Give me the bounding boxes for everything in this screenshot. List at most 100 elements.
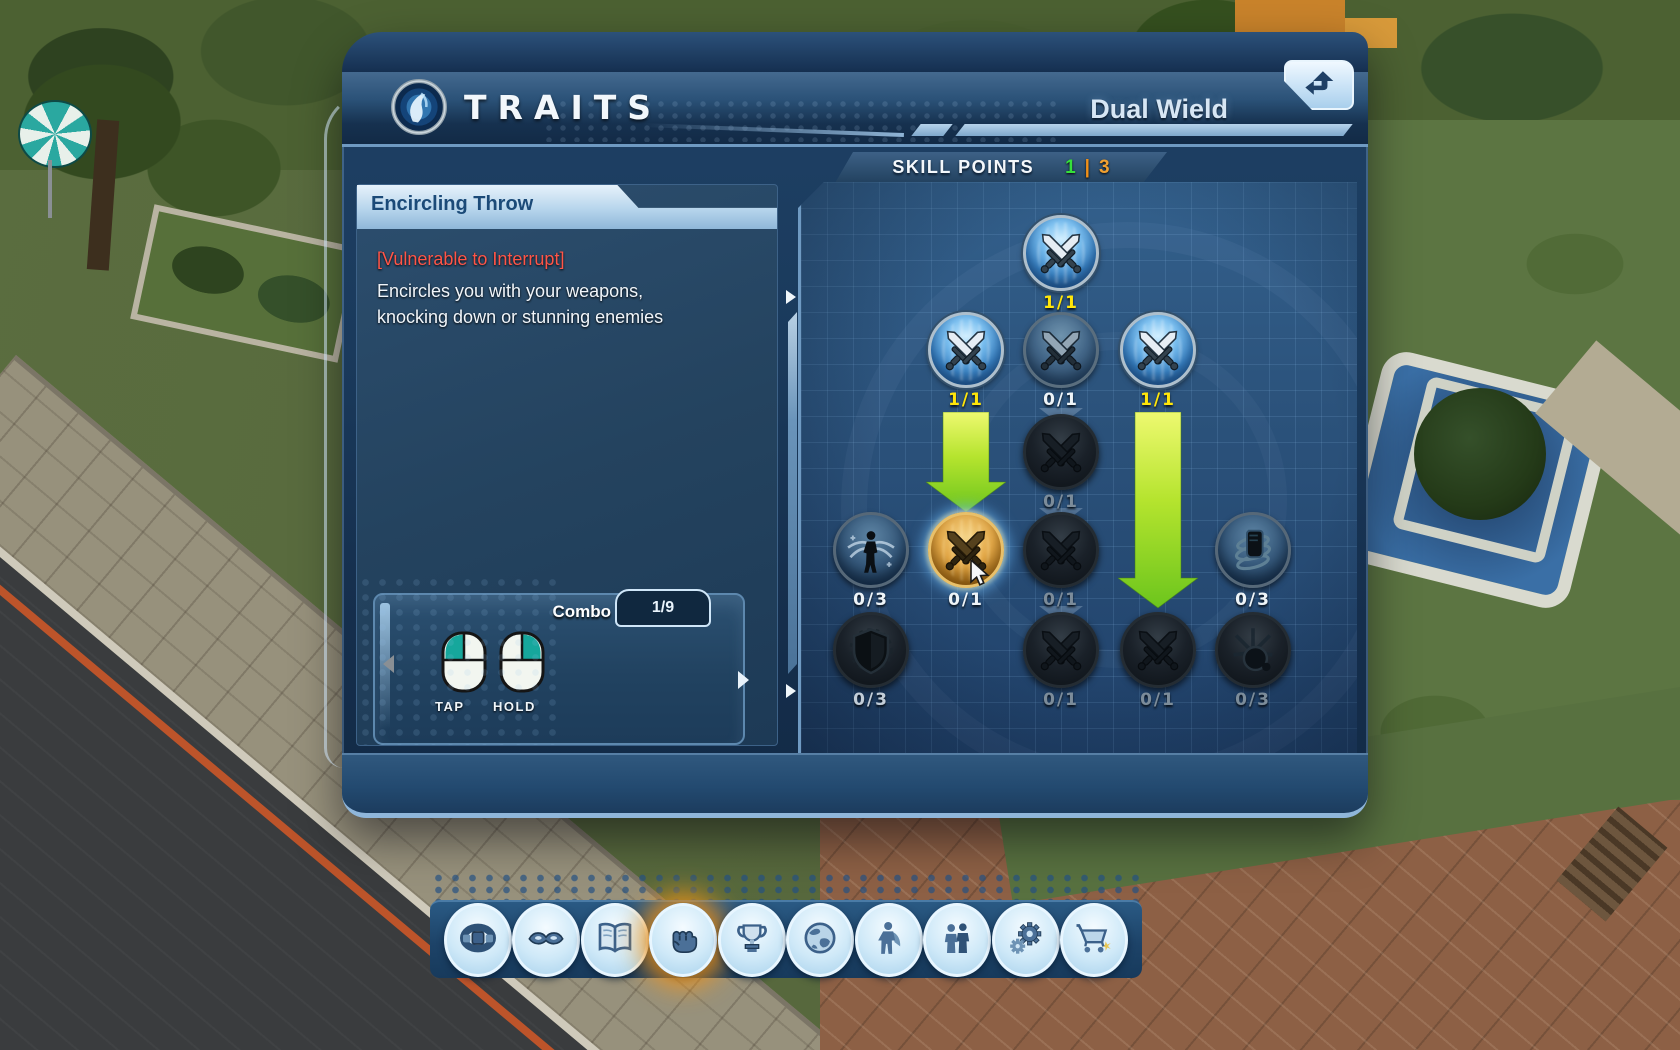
skill-node-acrobat[interactable]: 0/3 (833, 512, 909, 610)
skill-rank-label: 1/1 (948, 390, 984, 410)
taskbar-group-social[interactable] (923, 903, 992, 977)
page-title: TRAITS (464, 88, 663, 127)
skill-node-tier5-right[interactable]: 0/1 (1120, 612, 1196, 710)
taskbar-character-hero[interactable] (854, 903, 923, 977)
skill-node-tier4-mid[interactable]: 0/1 (1023, 512, 1099, 610)
book-icon (595, 918, 635, 963)
hero-figure-icon (869, 918, 909, 963)
taskbar-journal-book[interactable] (580, 903, 649, 977)
crossed-swords-icon (1120, 612, 1196, 688)
skill-node-tier2-right[interactable]: 1/1 (1120, 312, 1196, 410)
taskbar-traits-fist[interactable] (632, 886, 735, 994)
crossed-swords-icon (1023, 414, 1099, 490)
utility-belt-icon (458, 918, 498, 963)
skill-points-total: 3 (1099, 156, 1110, 178)
skill-node-shield[interactable]: 0/3 (833, 612, 909, 710)
trophy-icon (732, 918, 772, 963)
scrollbar-track[interactable] (788, 312, 797, 674)
skill-description-text: Encircles you with your weapons, knockin… (377, 281, 664, 328)
scroll-down-arrow[interactable] (786, 684, 796, 698)
skill-node-tier2-mid[interactable]: 0/1 (1023, 312, 1099, 410)
skill-rank-label: 0/1 (1043, 390, 1079, 410)
traits-emblem-icon (390, 78, 448, 136)
skill-rank-label: 0/1 (1043, 690, 1079, 710)
taskbar-map-globe[interactable] (786, 903, 855, 977)
skill-rank-label: 0/1 (1043, 590, 1079, 610)
skill-tree-panel: 1/1 1/1 0/1 (798, 182, 1357, 762)
combo-label: Combo (552, 602, 611, 621)
skill-rank-label: 0/1 (1043, 492, 1079, 512)
skill-rank-label: 0/1 (948, 590, 984, 610)
taskbar-styles-mask[interactable] (512, 903, 581, 977)
skill-rank-label: 0/3 (1235, 590, 1271, 610)
shield-icon (833, 612, 909, 688)
skill-points-bar: SKILL POINTS 1 | 3 (835, 152, 1167, 183)
skill-node-explosion[interactable]: 0/3 (1215, 612, 1291, 710)
combo-panel: Combo 1/9 (373, 589, 749, 745)
skill-points-divider: | (1084, 156, 1090, 178)
crossed-swords-icon (1023, 215, 1099, 291)
skill-description-body: [Vulnerable to Interrupt] Encircles you … (377, 249, 717, 330)
group-figures-icon (937, 918, 977, 963)
taskbar-marketplace-cart[interactable] (1059, 903, 1128, 977)
taskbar-inventory-belt[interactable] (444, 903, 512, 977)
skill-warning-text: [Vulnerable to Interrupt] (377, 249, 565, 269)
taskbar-settings-gears[interactable] (991, 903, 1060, 977)
scroll-up-arrow[interactable] (786, 290, 796, 304)
mouse-left-click-icon (441, 631, 487, 693)
skill-rank-label: 0/1 (1140, 690, 1176, 710)
skill-node-encircling-throw[interactable]: 0/1 (928, 512, 1004, 610)
skill-node-coiled-fist[interactable]: 0/3 (1215, 512, 1291, 610)
explosion-icon (1215, 612, 1291, 688)
gear-icon (1006, 918, 1046, 963)
skill-rank-label: 0/3 (853, 690, 889, 710)
skill-node-tier5-mid[interactable]: 0/1 (1023, 612, 1099, 710)
background-umbrella-pole (48, 160, 52, 218)
background-umbrella (18, 100, 92, 168)
mouse-cursor (969, 558, 991, 591)
menu-taskbar (430, 886, 1142, 994)
crossed-swords-icon (1023, 612, 1099, 688)
background-bush (1414, 388, 1546, 520)
crossed-swords-icon (1023, 512, 1099, 588)
crossed-swords-icon (928, 512, 1004, 588)
mouse-right-hold-icon (499, 631, 545, 693)
traits-panel: TRAITS Dual Wield SKILL POINTS 1 | 3 Enc… (324, 32, 1368, 818)
hold-label: HOLD (493, 699, 536, 714)
skill-detail-header: Encircling Throw (357, 185, 777, 229)
tap-label: TAP (435, 699, 465, 714)
skill-node-tier1[interactable]: 1/1 (1023, 215, 1099, 313)
skill-name: Encircling Throw (371, 193, 534, 215)
weapon-tree-title: Dual Wield (1090, 94, 1228, 124)
globe-icon (800, 918, 840, 963)
skill-rank-label: 0/3 (853, 590, 889, 610)
combo-next-arrow[interactable] (738, 671, 749, 689)
skill-rank-label: 1/1 (1140, 390, 1176, 410)
panel-footer (342, 753, 1368, 818)
crossed-swords-icon (928, 312, 1004, 388)
return-arrow-icon (1302, 70, 1336, 101)
shopping-cart-icon (1074, 918, 1114, 963)
skill-points-spent: 1 (1065, 156, 1076, 178)
fist-icon (663, 918, 703, 963)
progress-arrow-green (924, 411, 1008, 517)
progress-arrow-green (1116, 411, 1200, 613)
skill-rank-label: 1/1 (1043, 293, 1079, 313)
skill-rank-label: 0/3 (1235, 690, 1271, 710)
background-planter-left (130, 204, 362, 363)
acrobat-figure-icon (833, 512, 909, 588)
combo-prev-arrow[interactable] (383, 655, 394, 673)
header-divider-stripe (955, 124, 1353, 136)
skill-node-tier3-mid[interactable]: 0/1 (1023, 414, 1099, 512)
skill-node-tier2-left[interactable]: 1/1 (928, 312, 1004, 410)
crossed-swords-icon (1120, 312, 1196, 388)
crossed-swords-icon (1023, 312, 1099, 388)
skill-points-label: SKILL POINTS (892, 157, 1035, 177)
mask-icon (526, 918, 566, 963)
skill-detail-panel: Encircling Throw [Vulnerable to Interrup… (356, 184, 778, 746)
coiled-fist-icon (1215, 512, 1291, 588)
panel-top-lip (342, 32, 1368, 72)
taskbar-feats-trophy[interactable] (717, 903, 786, 977)
combo-counter-badge: 1/9 (615, 589, 711, 627)
